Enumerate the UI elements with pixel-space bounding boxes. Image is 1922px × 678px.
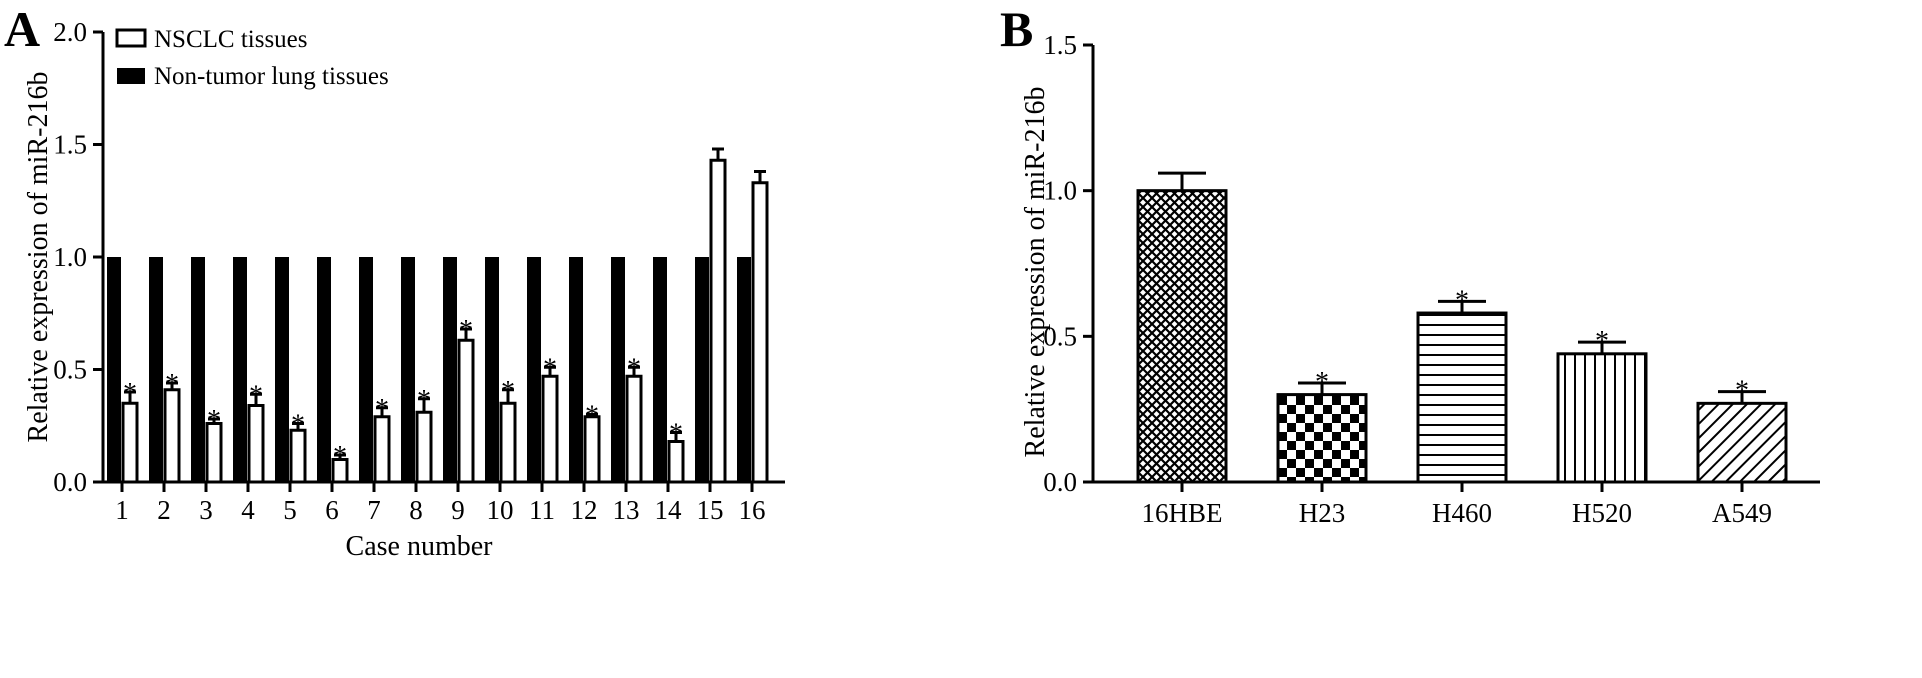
bar-non-tumor bbox=[191, 257, 205, 482]
bar-non-tumor bbox=[695, 257, 709, 482]
chart-a: 0.0 0.5 1.0 1.5 2.0 * 1 * 2 * 3 * 4 * 5 * 6 * 7 * 8 * 9 * 10 * 11 *… bbox=[23, 17, 785, 562]
x-tick-label: 12 bbox=[571, 495, 598, 525]
bar-h460 bbox=[1416, 311, 1508, 484]
significance-star: * bbox=[669, 419, 683, 450]
x-tick-label: 16HBE bbox=[1142, 498, 1223, 528]
bar-non-tumor bbox=[569, 257, 583, 482]
x-tick-label: 6 bbox=[325, 495, 339, 525]
bar-non-tumor bbox=[149, 257, 163, 482]
bar-nsclc bbox=[625, 374, 643, 484]
bar-nsclc bbox=[121, 401, 139, 484]
significance-star: * bbox=[417, 385, 431, 416]
bar-nsclc bbox=[457, 338, 475, 484]
bar-non-tumor bbox=[107, 257, 121, 482]
significance-star: * bbox=[459, 315, 473, 346]
x-tick-label: 10 bbox=[487, 495, 514, 525]
y-tick-label: 0.0 bbox=[53, 467, 87, 497]
y-tick-label: 0.5 bbox=[53, 355, 87, 385]
significance-star: * bbox=[627, 353, 641, 384]
significance-star: * bbox=[1735, 376, 1749, 407]
bar-non-tumor bbox=[233, 257, 247, 482]
significance-star: * bbox=[1595, 326, 1609, 357]
bar-h23 bbox=[1276, 393, 1368, 484]
bar-a549 bbox=[1696, 401, 1788, 484]
panel-b-letter: B bbox=[1000, 1, 1033, 57]
significance-star: * bbox=[165, 369, 179, 400]
x-tick-label: 16 bbox=[739, 495, 766, 525]
x-tick-label: 9 bbox=[451, 495, 465, 525]
significance-star: * bbox=[249, 380, 263, 411]
x-tick-label: 15 bbox=[697, 495, 724, 525]
legend-label-non-tumor: Non-tumor lung tissues bbox=[154, 63, 389, 90]
y-tick-label: 0.5 bbox=[1043, 321, 1077, 351]
bar-nsclc bbox=[709, 158, 727, 484]
bar-nsclc bbox=[415, 410, 433, 484]
x-tick-label: H460 bbox=[1432, 498, 1492, 528]
bar-nsclc bbox=[373, 415, 391, 484]
significance-star: * bbox=[291, 410, 305, 441]
bar-non-tumor bbox=[359, 257, 373, 482]
bar-non-tumor bbox=[443, 257, 457, 482]
bar-h520 bbox=[1556, 352, 1648, 484]
bar-non-tumor bbox=[485, 257, 499, 482]
x-tick-label: 7 bbox=[367, 495, 381, 525]
x-tick-label: 2 bbox=[157, 495, 171, 525]
legend-swatch-nsclc bbox=[115, 28, 147, 48]
x-tick-label: A549 bbox=[1712, 498, 1772, 528]
y-axis-label: Relative expression of miR-216b bbox=[23, 72, 54, 443]
x-tick-label: H520 bbox=[1572, 498, 1632, 528]
bar-non-tumor bbox=[653, 257, 667, 482]
bar-nsclc bbox=[247, 404, 265, 484]
bar-non-tumor bbox=[527, 257, 541, 482]
bar-nsclc bbox=[541, 374, 559, 484]
significance-star: * bbox=[1455, 285, 1469, 316]
bar-non-tumor bbox=[611, 257, 625, 482]
bar-non-tumor bbox=[737, 257, 751, 482]
bar-16hbe bbox=[1136, 189, 1228, 484]
x-tick-label: 13 bbox=[613, 495, 640, 525]
y-tick-label: 1.5 bbox=[1043, 30, 1077, 60]
bar-non-tumor bbox=[275, 257, 289, 482]
significance-star: * bbox=[123, 378, 137, 409]
significance-star: * bbox=[1315, 367, 1329, 398]
bar-nsclc bbox=[499, 401, 517, 484]
y-tick-label: 1.0 bbox=[53, 242, 87, 272]
x-axis-label: Case number bbox=[346, 531, 494, 562]
y-axis-label: Relative expression of miR-216b bbox=[1020, 87, 1051, 458]
y-tick-label: 0.0 bbox=[1043, 467, 1077, 497]
significance-star: * bbox=[501, 376, 515, 407]
x-tick-label: 5 bbox=[283, 495, 297, 525]
legend-swatch-non-tumor bbox=[117, 68, 145, 84]
bar-non-tumor bbox=[401, 257, 415, 482]
x-tick-label: 14 bbox=[655, 495, 683, 525]
x-tick-label: 1 bbox=[115, 495, 129, 525]
bar-nsclc bbox=[751, 181, 769, 484]
significance-star: * bbox=[207, 405, 221, 436]
significance-star: * bbox=[375, 394, 389, 425]
x-tick-label: 8 bbox=[409, 495, 423, 525]
x-tick-label: 4 bbox=[241, 495, 255, 525]
chart-b: 0.0 0.5 1.0 1.5 16HBE * H23 * H460 * H520 * A549 Rela… bbox=[1020, 30, 1820, 528]
y-tick-label: 1.0 bbox=[1043, 176, 1077, 206]
significance-star: * bbox=[333, 441, 347, 472]
legend-label-nsclc: NSCLC tissues bbox=[154, 26, 308, 53]
significance-star: * bbox=[543, 353, 557, 384]
panel-a-letter: A bbox=[4, 1, 40, 57]
x-tick-label: H23 bbox=[1299, 498, 1346, 528]
x-tick-label: 3 bbox=[199, 495, 213, 525]
y-tick-label: 2.0 bbox=[53, 17, 87, 47]
y-tick-label: 1.5 bbox=[53, 130, 87, 160]
bar-non-tumor bbox=[317, 257, 331, 482]
bar-nsclc bbox=[163, 388, 181, 484]
significance-star: * bbox=[585, 401, 599, 432]
x-tick-label: 11 bbox=[529, 495, 555, 525]
